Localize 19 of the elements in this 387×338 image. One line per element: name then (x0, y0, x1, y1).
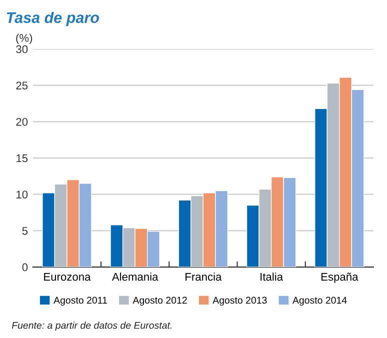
x-tick-label: Italia (260, 272, 284, 281)
y-tick-label: 10 (16, 190, 28, 198)
x-tick-label: Alemania (112, 272, 158, 281)
y-axis-title: (%) (16, 34, 32, 44)
y-tick-label: 20 (16, 118, 28, 126)
legend-label: Agosto 2013 (212, 296, 267, 306)
chart-title: Tasa de paro (6, 12, 99, 26)
x-tick-label: Eurozona (44, 272, 91, 281)
y-tick-label: 15 (16, 154, 28, 162)
legend-label: Agosto 2014 (292, 296, 347, 306)
x-tick-label: Francia (186, 272, 222, 281)
y-tick-label: 25 (16, 82, 28, 90)
legend-label: Agosto 2011 (54, 296, 107, 306)
source-note: Fuente: a partir de datos de Eurostat. (12, 322, 172, 331)
x-tick-label: España (321, 272, 358, 283)
y-tick-label: 30 (16, 45, 28, 54)
y-tick-label: 5 (22, 227, 28, 235)
legend-label: Agosto 2012 (132, 296, 187, 306)
y-tick-label: 0 (22, 263, 28, 272)
